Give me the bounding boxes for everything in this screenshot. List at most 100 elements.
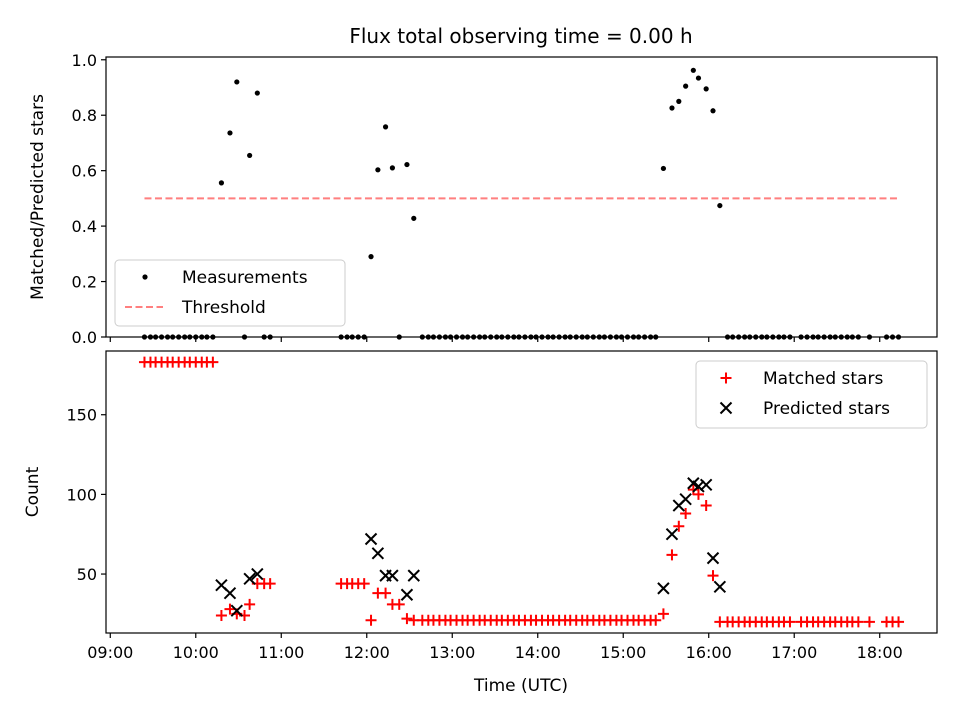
ratio-y-tick-label: 0.4 — [72, 217, 97, 236]
ratio-series-measurements-point — [404, 161, 410, 168]
count-series-matched-stars-point-stroke — [692, 488, 704, 500]
ratio-series-measurements-point — [703, 86, 709, 92]
count-series-matched-stars-point-stroke — [401, 613, 413, 625]
count-series-predicted-stars-point — [713, 580, 727, 594]
x-tick-label: 15:00 — [600, 643, 646, 662]
count-series-matched-stars-point-stroke — [244, 598, 256, 610]
count-legend-box — [695, 360, 928, 429]
count-series-predicted-stars-point — [400, 588, 414, 601]
count-series-predicted-stars-point-stroke — [223, 586, 237, 600]
count-series-matched-stars-point-stroke — [784, 616, 796, 628]
count-axes: 50 100 150 09:00 10:00 11:00 12:00 13:00 14:00 15… — [66, 406, 902, 662]
x-tick-label: 11:00 — [258, 643, 304, 662]
count-series-matched-stars-point — [863, 616, 875, 628]
count-series-matched-stars-point — [707, 570, 719, 582]
count-series-matched-stars-point-stroke — [666, 549, 678, 561]
count-series-predicted-stars-point-stroke — [679, 492, 692, 506]
count-series-matched-stars-point — [657, 608, 669, 620]
count-series-matched-stars-point-stroke — [393, 598, 405, 610]
x-tick-label: 17:00 — [771, 643, 817, 662]
ratio-series-measurements-point — [247, 152, 253, 159]
count-y-tick-label: 50 — [77, 565, 97, 584]
count-series-matched-stars-point — [207, 356, 219, 368]
ratio-series-measurements-point — [669, 105, 675, 111]
count-series-matched-stars-point-stroke — [224, 603, 236, 615]
count-series-predicted-stars-point-stroke — [386, 569, 399, 582]
count-series-predicted-stars-point-stroke — [230, 604, 244, 617]
count-series-matched-stars-point — [365, 614, 377, 626]
ratio-panel: 0.0 0.2 0.4 0.6 0.8 1.0 Matched/Predicted sta… — [28, 51, 938, 347]
count-series-matched-stars-point — [784, 616, 796, 628]
ratio-series-measurements-point — [690, 67, 696, 73]
count-series-predicted-stars-point-stroke — [371, 547, 385, 560]
x-tick-label: 10:00 — [173, 643, 219, 662]
count-series-predicted-stars-point-stroke — [713, 580, 727, 594]
ratio-series-measurements-point — [710, 108, 716, 114]
ratio-y-axis-label: Matched/Predicted stars — [28, 94, 48, 300]
count-series-predicted-stars-point — [243, 572, 256, 586]
count-series-matched-stars-point — [852, 616, 864, 628]
ratio-series-measurements-point — [660, 165, 667, 172]
count-series-predicted-stars-point-stroke — [407, 569, 420, 582]
count-series-predicted-stars-point — [371, 547, 385, 560]
ratio-series-measurements-point — [683, 83, 689, 89]
ratio-legend-label: Threshold — [181, 298, 266, 318]
count-legend-key-stroke — [719, 401, 733, 415]
count-series-predicted-stars-point — [364, 532, 378, 546]
count-series-matched-stars-point — [264, 578, 276, 590]
count-series-matched-stars-point — [687, 484, 699, 496]
ratio-series-measurements-point — [234, 79, 240, 85]
count-series-matched-stars-point-stroke — [707, 570, 719, 582]
count-series-matched-stars-point-stroke — [380, 587, 392, 599]
count-series-predicted-stars-point — [657, 582, 670, 595]
count-series-matched-stars-point — [650, 614, 662, 626]
count-legend-label: Predicted stars — [763, 399, 890, 419]
ratio-series-measurements-point — [218, 180, 225, 186]
count-series-matched-stars-point-stroke — [650, 614, 662, 626]
x-tick-label: 16:00 — [686, 643, 732, 662]
x-tick-label: 13:00 — [429, 643, 475, 662]
count-series-predicted-stars-point-stroke — [400, 588, 414, 601]
count-series-matched-stars-point-stroke — [365, 614, 377, 626]
x-axis-label: Time (UTC) — [473, 676, 568, 696]
count-series-predicted-stars-point — [251, 567, 264, 581]
count-y-axis-label: Count — [23, 466, 43, 517]
ratio-y-tick-label: 0.0 — [72, 328, 97, 347]
x-tick-label: 18:00 — [857, 643, 903, 662]
count-series-matched-stars-point — [692, 488, 704, 500]
count-legend: Matched stars Predicted stars — [695, 360, 928, 429]
ratio-series-measurements-point — [411, 215, 417, 221]
x-tick-label: 12:00 — [344, 643, 390, 662]
count-series-matched-stars-point-stroke — [863, 616, 875, 628]
ratio-series-measurements-point — [389, 165, 396, 171]
count-series-predicted-stars-point — [665, 528, 679, 541]
count-series-matched-stars-point — [666, 549, 678, 561]
ratio-series-measurements-point — [368, 254, 374, 260]
count-series-matched-stars-point — [673, 520, 685, 532]
ratio-y-tick-label: 0.6 — [72, 162, 97, 181]
ratio-panel-frame — [105, 56, 938, 338]
count-series-predicted-stars-point — [699, 478, 713, 492]
ratio-series-measurements-point — [227, 130, 233, 136]
ratio-y-tick-label: 0.2 — [72, 273, 97, 292]
count-series-matched-stars-point-stroke — [852, 616, 864, 628]
count-series-predicted-stars-point-stroke — [251, 567, 264, 581]
count-series-matched-stars-point-stroke — [207, 356, 219, 368]
count-series-predicted-stars-point — [679, 492, 692, 506]
count-y-tick-label: 100 — [66, 485, 97, 504]
ratio-axes: 0.0 0.2 0.4 0.6 0.8 1.0 — [72, 51, 881, 347]
ratio-legend-key — [142, 274, 148, 280]
count-series-predicted-stars-point — [706, 551, 720, 565]
count-legend-key-stroke — [720, 372, 732, 384]
ratio-legend: Measurements Threshold — [114, 259, 346, 327]
ratio-series-measurements-point — [717, 202, 723, 209]
ratio-series-measurements-point — [695, 75, 702, 81]
ratio-y-tick-label: 0.8 — [72, 106, 97, 125]
count-series-matched-stars-point-stroke — [893, 616, 905, 628]
count-series-predicted-stars-point-stroke — [706, 551, 720, 565]
count-series-matched-stars-point-stroke — [358, 578, 370, 590]
count-series-matched-stars-point — [893, 616, 905, 628]
count-legend-label: Matched stars — [763, 369, 883, 389]
ratio-series-measurements-point — [375, 167, 381, 173]
